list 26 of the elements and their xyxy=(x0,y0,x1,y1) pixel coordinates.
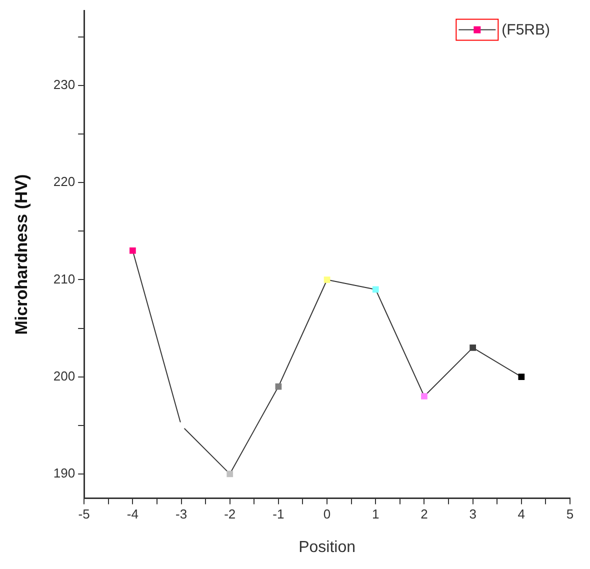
x-tick-label: 5 xyxy=(566,506,574,522)
point xyxy=(372,286,379,293)
y-axis-title: Microhardness (HV) xyxy=(12,174,31,335)
point xyxy=(470,344,476,351)
legend-label: (F5RB) xyxy=(502,21,550,38)
point xyxy=(130,247,136,254)
x-tick-label: -5 xyxy=(78,506,90,522)
x-tick-label: 4 xyxy=(518,506,526,522)
x-tick-label: 2 xyxy=(420,506,428,522)
point xyxy=(226,470,234,478)
y-tick-label: 230 xyxy=(53,77,76,92)
x-tick-label: -3 xyxy=(175,506,188,522)
x-tick-label: -4 xyxy=(126,506,138,522)
x-axis-title: Position xyxy=(298,538,356,556)
x-tick-label: -1 xyxy=(272,506,284,522)
point xyxy=(518,374,525,380)
x-tick-label: -2 xyxy=(224,506,236,522)
y-tick-label: 190 xyxy=(53,466,76,481)
point xyxy=(421,393,428,400)
point xyxy=(324,276,330,283)
y-tick-label: 220 xyxy=(53,174,76,190)
x-tick-label: 1 xyxy=(372,506,380,522)
x-tick-label: 0 xyxy=(323,506,331,522)
y-tick-label: 200 xyxy=(53,368,76,384)
x-tick-label: 3 xyxy=(469,506,476,522)
y-tick-label: 210 xyxy=(53,271,76,286)
